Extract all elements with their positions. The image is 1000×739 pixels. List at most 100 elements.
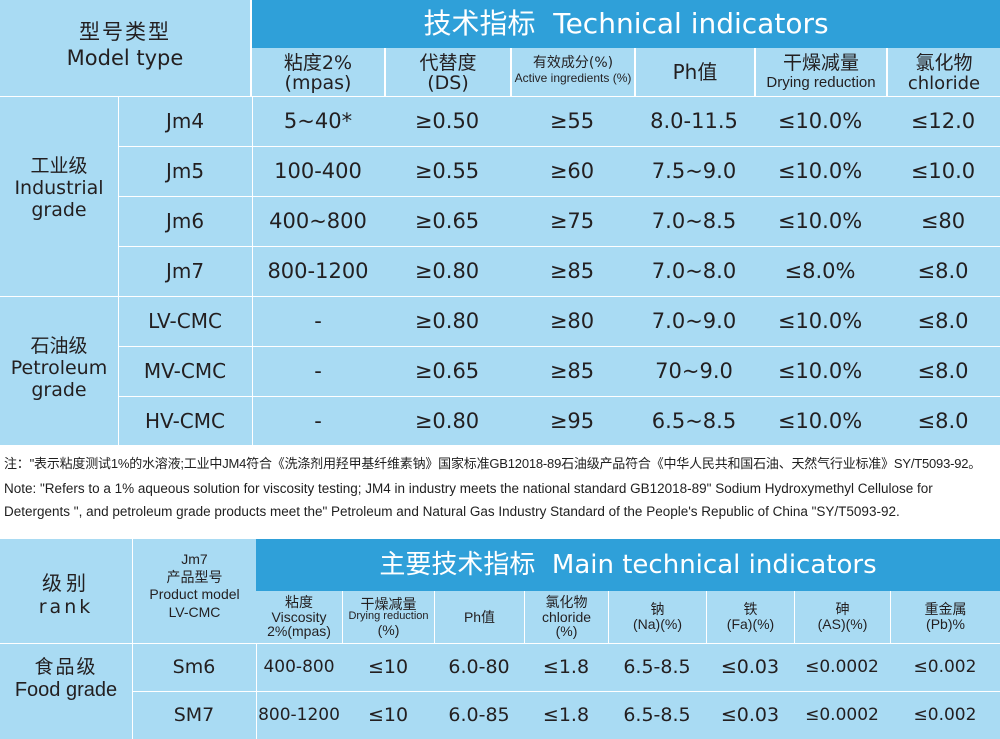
group-label-zh: 工业级: [30, 155, 88, 177]
table-cell: ≤1.8: [542, 656, 590, 678]
column-header-en: Active ingredients (%): [514, 71, 632, 86]
column-header-en: Drying reduction: [766, 73, 876, 91]
table-cell: ≥80: [549, 309, 595, 333]
model-cell: Jm5: [165, 159, 205, 183]
table-cell: 6.5-8.5: [623, 704, 691, 726]
column-header-line: 干燥减量: [360, 595, 417, 612]
table-cell: 7.0~8.5: [651, 209, 737, 233]
product-model-line: Product model: [149, 586, 240, 602]
group-label-en: Petroleum: [10, 356, 108, 379]
table-cell: ≤10: [367, 656, 409, 678]
note-en-line1: Note: "Refers to a 1% aqueous solution f…: [4, 481, 933, 496]
table-cell: ≥0.80: [414, 409, 480, 433]
product-model-line: 产品型号: [166, 568, 223, 585]
table-cell: ≥95: [549, 409, 595, 433]
table-cell: ≥75: [549, 209, 595, 233]
model-cell: SM7: [173, 704, 215, 726]
table-cell: ≤0.0002: [805, 705, 879, 725]
table-cell: ≥0.65: [414, 209, 480, 233]
table-cell: 5~40*: [283, 109, 353, 133]
table-cell: 800-1200: [267, 259, 369, 283]
column-header-viscosity: 粘度2% (mpas): [252, 48, 384, 96]
column-header-line: Drying reduction: [348, 610, 429, 623]
main-technical-indicators-title-band: 主要技术指标 Main technical indicators: [256, 539, 1000, 591]
rank-header-en: rank: [38, 596, 94, 618]
table-cell: ≤0.03: [720, 704, 780, 726]
table-cell: ≥0.80: [414, 259, 480, 283]
model-cell: Sm6: [172, 656, 216, 678]
divider: [118, 346, 1000, 347]
table-cell: ≤0.03: [720, 656, 780, 678]
table-cell: ≤1.8: [542, 704, 590, 726]
column-header: 粘度 Viscosity 2%(mpas): [256, 591, 342, 643]
column-header-zh: 干燥减量: [782, 52, 859, 74]
column-header-chloride: 氯化物 chloride: [886, 48, 1000, 96]
group-petroleum-grade: 石油级 Petroleum grade: [0, 335, 118, 402]
group-food-grade: 食品级 Food grade: [0, 656, 132, 702]
table-cell: 7.5~9.0: [651, 159, 737, 183]
table-cell: ≤0.002: [913, 657, 977, 677]
table-cell: ≤8.0: [917, 309, 969, 333]
table-cell: ≥0.50: [414, 109, 480, 133]
column-header-zh: 粘度2%: [283, 52, 353, 74]
table-cell: 100-400: [274, 159, 362, 183]
table-cell: ≤8.0: [917, 359, 969, 383]
table-cell: 70~9.0: [655, 359, 733, 383]
column-header-en: (mpas): [284, 71, 352, 94]
table-cell: ≥0.80: [414, 309, 480, 333]
table-cell: ≤8.0: [917, 259, 969, 283]
technical-indicators-title-band: 技术指标 Technical indicators: [252, 0, 1000, 48]
column-header-line: chloride: [541, 608, 592, 625]
column-header-ds: 代替度 (DS): [384, 48, 510, 96]
column-header-line: (AS)(%): [817, 616, 868, 632]
column-header: 铁 (Fa)(%): [706, 591, 794, 643]
note-en-line2: Detergents ", and petroleum grade produc…: [4, 504, 900, 519]
divider: [256, 643, 257, 739]
table-cell: -: [314, 359, 322, 383]
table-cell: ≤8.0%: [784, 259, 856, 283]
divider: [118, 146, 1000, 147]
column-header-zh: 代替度: [419, 52, 477, 74]
table-cell: 800-1200: [258, 705, 340, 725]
divider: [132, 691, 1000, 692]
table-cell: ≤0.002: [913, 705, 977, 725]
divider: [0, 96, 1000, 97]
divider: [118, 196, 1000, 197]
column-header-zh: 氯化物: [915, 52, 973, 74]
table-cell: ≤10.0: [910, 159, 976, 183]
column-header: 砷 (AS)(%): [794, 591, 890, 643]
table-cell: 7.0~9.0: [651, 309, 737, 333]
model-type-header-zh: 型号类型: [79, 20, 171, 44]
group-label-en: grade: [31, 378, 87, 401]
technical-indicators-title: 技术指标 Technical indicators: [423, 7, 829, 40]
table-cell: ≤10.0%: [777, 359, 863, 383]
table-cell: ≤10.0%: [777, 109, 863, 133]
model-cell: Jm6: [165, 209, 205, 233]
column-header: 重金属 (Pb)%: [890, 591, 1000, 643]
table-cell: ≥55: [549, 109, 595, 133]
column-header-line: (%): [377, 621, 400, 638]
model-type-header: 型号类型 Model type: [0, 0, 252, 96]
table-cell: 400-800: [263, 657, 335, 677]
table-cell: ≤10.0%: [777, 309, 863, 333]
table-cell: ≤10: [367, 704, 409, 726]
column-header-ph: Ph值: [634, 48, 754, 96]
column-header-drying-reduction: 干燥减量 Drying reduction: [754, 48, 886, 96]
column-header-line: 2%(mpas): [267, 623, 331, 640]
group-label-en: Food grade: [14, 678, 118, 701]
column-headers: 粘度 Viscosity 2%(mpas) 干燥减量 Drying reduction(…: [256, 591, 1000, 643]
group-label-zh: 石油级: [30, 335, 88, 357]
table-cell: ≥0.65: [414, 359, 480, 383]
table-cell: ≤8.0: [917, 409, 969, 433]
model-type-header-en: Model type: [66, 46, 184, 70]
group-label-zh: 食品级: [34, 656, 98, 678]
table-cell: ≥85: [549, 359, 595, 383]
column-header: 氯化物 chloride (%): [524, 591, 608, 643]
rank-header: 级别 rank: [0, 539, 132, 643]
column-header-en: chloride: [907, 72, 981, 94]
column-header-en: (DS): [427, 71, 469, 94]
divider: [118, 96, 119, 445]
product-model-line: Jm7: [181, 551, 208, 567]
table-cell: ≤80: [920, 209, 966, 233]
column-header-line: (Pb)%: [926, 616, 965, 632]
